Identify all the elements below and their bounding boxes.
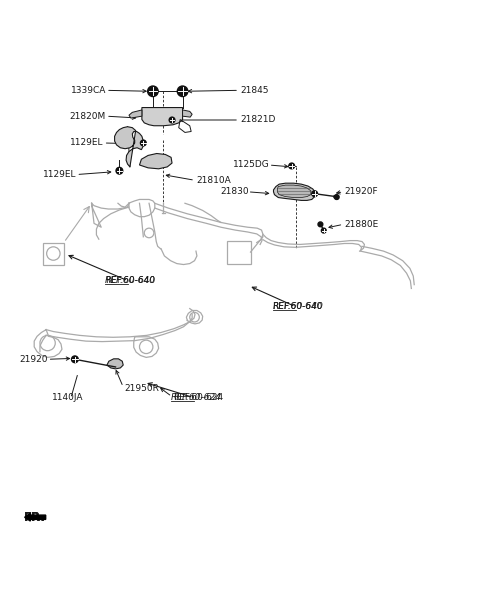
Bar	[227, 240, 251, 264]
Polygon shape	[182, 110, 192, 117]
Text: FR.: FR.	[24, 511, 46, 524]
Text: 21830: 21830	[220, 187, 249, 196]
Circle shape	[116, 167, 123, 174]
Text: REF.60-640: REF.60-640	[273, 302, 323, 311]
Circle shape	[334, 195, 339, 200]
Text: REF.60-640: REF.60-640	[105, 276, 156, 285]
Text: 1125DG: 1125DG	[233, 160, 270, 169]
Text: 21810A: 21810A	[196, 176, 231, 185]
Polygon shape	[115, 127, 144, 167]
Text: 21950R: 21950R	[124, 383, 159, 392]
Circle shape	[141, 140, 146, 146]
Circle shape	[169, 117, 175, 123]
Polygon shape	[107, 359, 123, 369]
Bar	[43, 243, 64, 264]
Text: FR.: FR.	[24, 511, 46, 524]
Text: 1339CA: 1339CA	[71, 86, 106, 95]
Polygon shape	[277, 185, 311, 197]
Text: 21880E: 21880E	[344, 220, 379, 229]
Polygon shape	[129, 110, 142, 118]
Text: 1140JA: 1140JA	[52, 393, 84, 402]
Circle shape	[289, 163, 295, 169]
Text: 21920F: 21920F	[344, 187, 378, 196]
Text: 21820M: 21820M	[70, 112, 106, 121]
Text: REF.60-640: REF.60-640	[273, 302, 324, 311]
Text: 1129EL: 1129EL	[43, 170, 76, 179]
Text: REF.60-624: REF.60-624	[173, 393, 223, 402]
Circle shape	[312, 191, 318, 197]
Text: REF.60-640: REF.60-640	[105, 276, 156, 285]
Circle shape	[318, 222, 323, 227]
Circle shape	[322, 228, 326, 233]
Text: 21821D: 21821D	[240, 115, 276, 124]
Circle shape	[148, 86, 158, 96]
Polygon shape	[142, 108, 182, 126]
Text: 21920: 21920	[19, 355, 48, 364]
Circle shape	[72, 356, 78, 362]
FancyArrow shape	[24, 514, 46, 521]
Text: 1129EL: 1129EL	[70, 139, 104, 148]
Text: 21845: 21845	[240, 86, 268, 95]
Text: REF.60-624: REF.60-624	[170, 393, 221, 402]
Polygon shape	[274, 183, 316, 200]
Circle shape	[177, 86, 188, 96]
Polygon shape	[140, 154, 172, 169]
